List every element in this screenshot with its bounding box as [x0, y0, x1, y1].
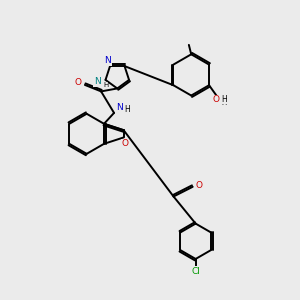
Text: O: O: [213, 95, 220, 104]
Text: N: N: [116, 103, 123, 112]
Text: O: O: [75, 78, 82, 87]
Text: N: N: [94, 77, 101, 86]
Text: N: N: [104, 56, 111, 65]
Text: Cl: Cl: [191, 267, 200, 276]
Text: H: H: [221, 94, 227, 103]
Text: O: O: [196, 181, 203, 190]
Text: H: H: [221, 100, 227, 106]
Text: O: O: [122, 140, 129, 148]
Text: H: H: [103, 82, 108, 88]
Text: H: H: [125, 106, 130, 115]
